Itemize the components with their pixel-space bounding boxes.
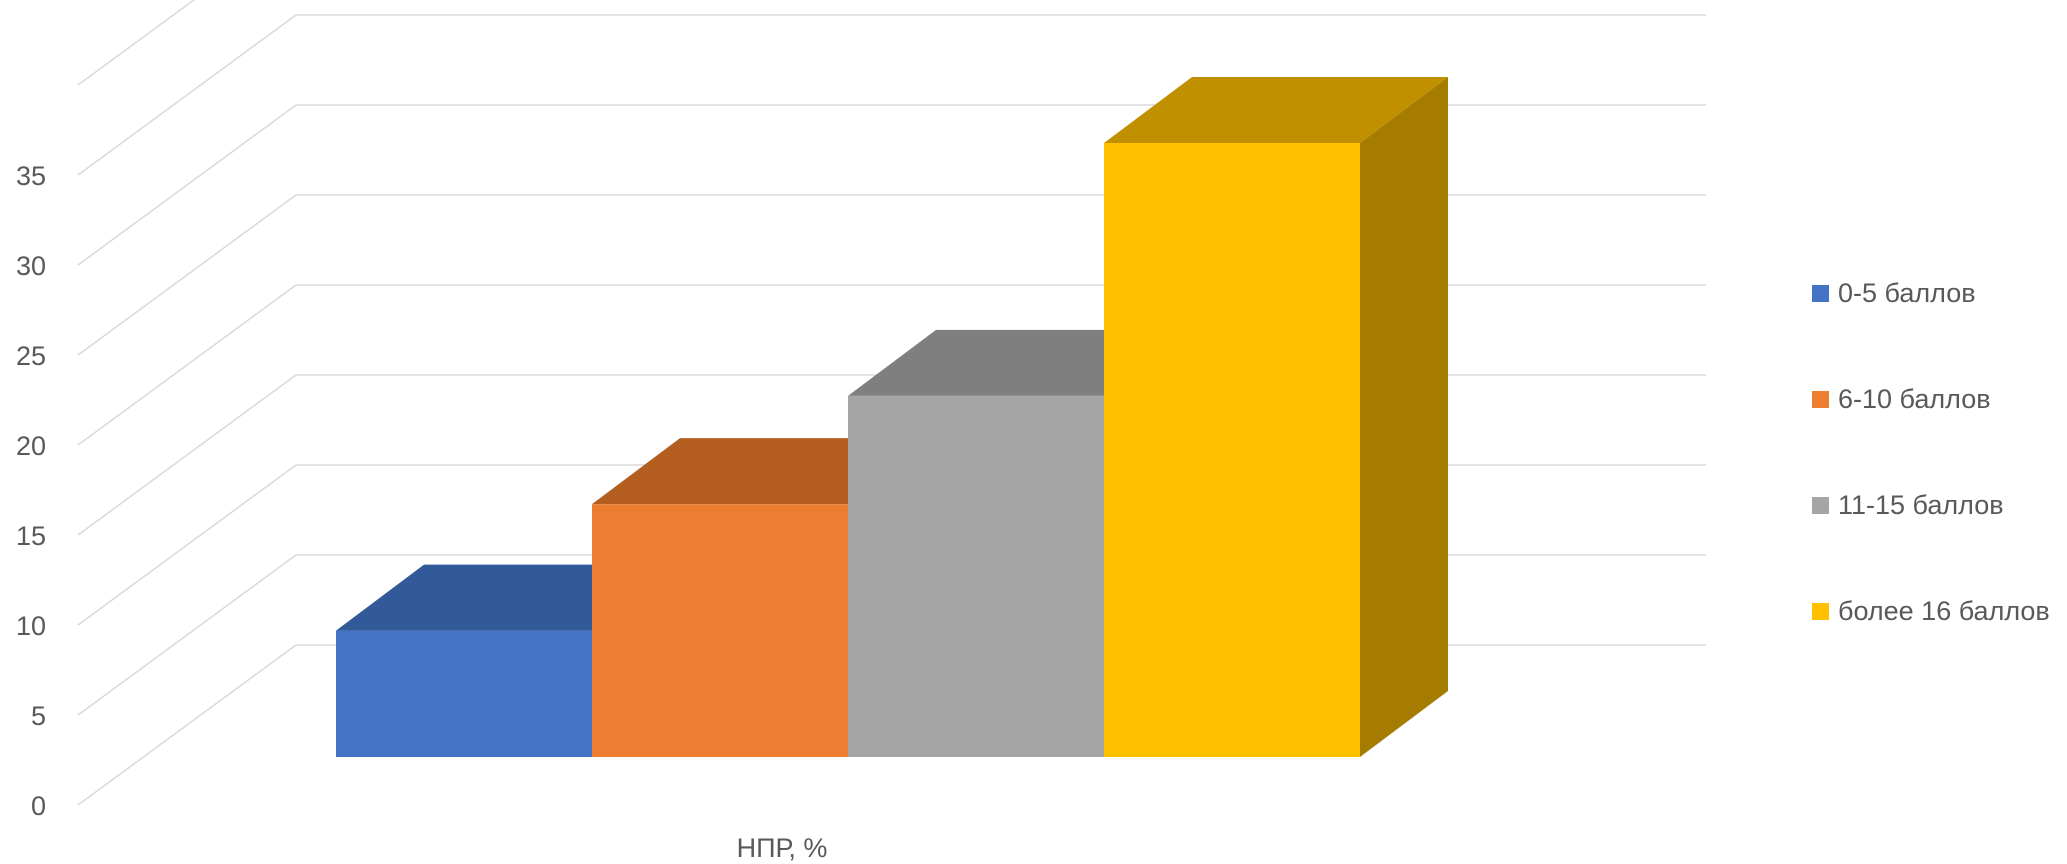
y-tick-label: 5 xyxy=(31,701,46,731)
legend-label: 0-5 баллов xyxy=(1838,277,1976,308)
bar-side-face xyxy=(1360,77,1448,757)
gridline-diagonal xyxy=(77,104,297,266)
bar-front-face xyxy=(1104,143,1360,757)
legend-label: 11-15 баллов xyxy=(1838,489,2004,520)
bar-top-face xyxy=(1104,77,1448,143)
y-tick-label: 35 xyxy=(16,161,46,191)
bar-4 xyxy=(1104,77,1448,757)
y-tick-label: 15 xyxy=(16,521,46,551)
gridline-diagonal xyxy=(77,554,297,716)
legend-label: 6-10 баллов xyxy=(1838,383,1991,414)
legend-item: более 16 баллов xyxy=(1812,558,2050,664)
y-tick-label: 20 xyxy=(16,431,46,461)
legend-swatch xyxy=(1812,284,1829,302)
bar-front-face xyxy=(592,504,848,757)
bar-front-face xyxy=(848,395,1104,757)
gridline-diagonal xyxy=(77,374,297,536)
legend: 0-5 баллов 6-10 баллов 11-15 баллов более 1… xyxy=(1812,240,2050,664)
y-tick-label: 10 xyxy=(16,611,46,641)
legend-swatch xyxy=(1812,390,1829,408)
bar-front-face xyxy=(336,630,592,757)
gridline-diagonal xyxy=(77,644,297,806)
legend-item: 11-15 баллов xyxy=(1812,452,2050,558)
y-tick-label: 0 xyxy=(31,791,46,821)
legend-item: 6-10 баллов xyxy=(1812,346,2050,452)
gridline-diagonal xyxy=(77,464,297,626)
legend-label: более 16 баллов xyxy=(1838,595,2050,626)
legend-swatch xyxy=(1812,496,1829,514)
gridline-diagonal xyxy=(77,194,297,356)
gridline-diagonal xyxy=(77,14,297,176)
x-category-label: НПР, % xyxy=(737,833,828,863)
gridline-diagonal xyxy=(77,0,196,86)
legend-swatch xyxy=(1812,602,1829,620)
y-tick-label: 25 xyxy=(16,341,46,371)
gridline-diagonal xyxy=(77,284,297,446)
y-tick-label: 30 xyxy=(16,251,46,281)
legend-item: 0-5 баллов xyxy=(1812,240,2050,346)
